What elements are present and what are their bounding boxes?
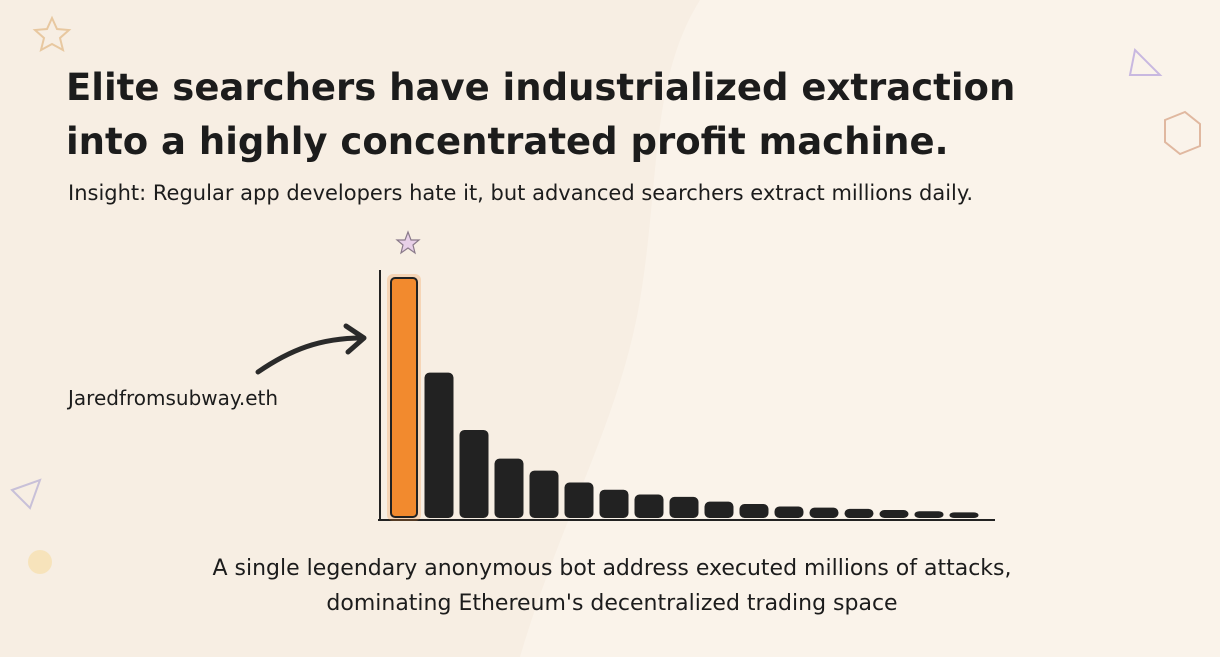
background-shape: [520, 0, 1220, 657]
bar: [564, 482, 594, 519]
title-line: Elite searchers have industrialized extr…: [66, 66, 1015, 109]
bar: [494, 458, 524, 519]
bar: [879, 510, 909, 518]
bar: [599, 489, 629, 518]
title-line: into a highly concentrated profit machin…: [66, 120, 949, 163]
bar: [634, 494, 664, 518]
bar: [809, 507, 839, 519]
bar: [669, 496, 699, 519]
bar: [529, 470, 559, 518]
caption-line: A single legendary anonymous bot address…: [213, 556, 1012, 581]
bar: [424, 372, 454, 518]
bar: [739, 504, 769, 518]
bar: [704, 501, 734, 519]
bar-label: Jaredfromsubway.eth: [66, 386, 278, 410]
decor-triangle: [10, 478, 42, 510]
decor-circle: [28, 550, 52, 574]
bar: [949, 512, 979, 518]
decor-star: [32, 15, 72, 52]
decor-star: [395, 230, 421, 255]
annotation-arrow: [255, 335, 365, 375]
annotation-arrowhead: [343, 323, 367, 355]
decor-cube: [1164, 110, 1201, 156]
bar: [774, 506, 804, 519]
bar: [459, 429, 489, 518]
bar: [390, 277, 418, 518]
decor-triangle: [1128, 47, 1163, 76]
caption-line: dominating Ethereum's decentralized trad…: [326, 591, 897, 616]
bar: [914, 511, 944, 518]
subtitle: Insight: Regular app developers hate it,…: [68, 181, 973, 205]
bar: [844, 508, 874, 518]
